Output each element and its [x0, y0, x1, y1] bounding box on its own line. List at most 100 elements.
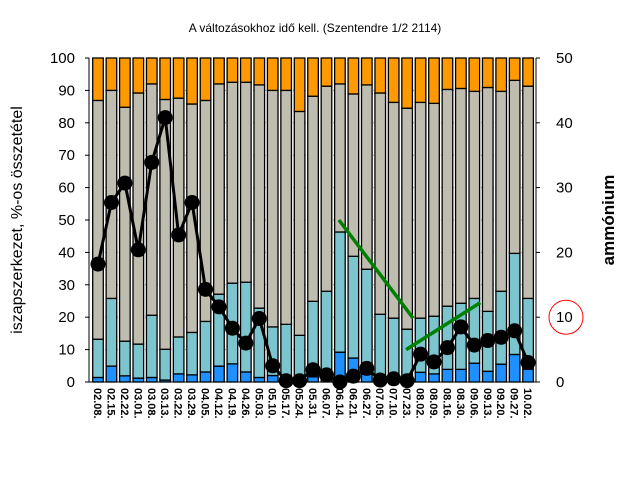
ammonium-point [413, 346, 429, 362]
bar-blue [172, 373, 185, 383]
bar-gray [145, 83, 158, 316]
ammonium-point [493, 329, 509, 345]
bar-gray [495, 90, 508, 292]
bar-orange [522, 57, 535, 87]
bar-gray [320, 85, 333, 292]
ammonium-point [117, 175, 133, 191]
bar-gray [333, 83, 346, 233]
x-tick-label: 03.29. [185, 388, 197, 419]
bar-gray [226, 81, 239, 284]
bar-blue [145, 376, 158, 383]
bar-teal [145, 314, 158, 379]
bar-blue [266, 374, 279, 383]
bar-blue [307, 376, 319, 383]
bar-orange [105, 57, 118, 92]
x-tick-label: 09.27. [508, 388, 520, 419]
bar-gray [118, 106, 131, 342]
bar-teal [159, 348, 172, 381]
x-tick-label: 10.02. [521, 388, 533, 419]
bar-orange [454, 57, 467, 90]
bar-gray [105, 89, 118, 300]
x-tick-label: 04.12. [212, 388, 224, 419]
chart-title: A változásokhoz idő kell. (Szentendre 1/… [189, 21, 442, 35]
x-tick-label: 07.23. [400, 388, 412, 419]
y2-tick-label: 0 [556, 374, 564, 391]
x-tick-label: 03.13. [158, 388, 170, 419]
bar-blue [92, 376, 104, 383]
bar-blue [199, 371, 212, 383]
bar-blue [226, 363, 239, 383]
x-tick-label: 05.31. [306, 388, 318, 419]
y-tick-label: 20 [58, 309, 75, 326]
bar-blue [508, 353, 521, 383]
y-tick-label: 50 [58, 212, 75, 229]
bar-gray [172, 97, 185, 338]
bar-teal [105, 297, 118, 367]
y-tick-label: 100 [50, 50, 75, 67]
ammonium-point [480, 333, 496, 349]
bar-teal [441, 305, 454, 371]
bar-orange [118, 57, 131, 108]
x-tick-label: 04.26. [239, 388, 251, 419]
bar-gray [401, 107, 414, 330]
x-tick-label: 02.22. [118, 388, 130, 419]
bar-teal [360, 268, 373, 375]
x-tick-label: 06.14. [333, 388, 345, 419]
ammonium-point [318, 367, 334, 383]
bar-gray [253, 84, 266, 309]
bar-teal [199, 320, 212, 373]
x-tick-label: 04.19. [225, 388, 237, 419]
bar-orange [226, 57, 239, 83]
bar-teal [132, 343, 145, 379]
ammonium-point [144, 154, 160, 170]
bar-orange [387, 57, 400, 104]
x-tick-label: 02.15. [104, 388, 116, 419]
bar-blue [428, 373, 440, 383]
bar-orange [333, 57, 346, 85]
ammonium-point [198, 281, 214, 297]
bar-teal [495, 290, 508, 365]
bar-gray [522, 85, 535, 300]
bar-orange [414, 57, 427, 104]
bar-teal [118, 340, 131, 377]
bar-gray [266, 89, 279, 328]
bar-blue [481, 370, 494, 383]
bar-orange [307, 57, 319, 97]
bar-blue [441, 368, 454, 383]
bar-blue [495, 363, 508, 383]
bar-orange [374, 57, 387, 94]
bar-blue [522, 368, 535, 383]
bar-orange [92, 57, 104, 102]
y2-tick-label: 10 [556, 309, 573, 326]
y-tick-label: 30 [58, 277, 75, 294]
x-tick-label: 09.20. [494, 388, 506, 419]
bar-blue [239, 371, 252, 383]
ammonium-point [292, 373, 308, 389]
bar-orange [213, 57, 225, 85]
ammonium-point [171, 227, 187, 243]
highlight-circle [548, 299, 584, 335]
bar-orange [280, 57, 293, 92]
bar-blue [105, 365, 118, 383]
x-tick-label: 08.16. [440, 388, 452, 419]
bar-teal [172, 336, 185, 375]
ammonium-point [507, 323, 523, 339]
ammonium-point [439, 340, 455, 356]
y-tick-label: 90 [58, 82, 75, 99]
trend-line [337, 218, 415, 320]
x-tick-label: 06.07. [319, 388, 331, 419]
bar-gray [468, 90, 481, 300]
bar-gray [307, 95, 319, 302]
ammonium-point [359, 360, 375, 376]
bar-orange [347, 57, 360, 95]
ammonium-point [453, 319, 469, 335]
bar-orange [199, 57, 212, 102]
x-tick-label: 05.24. [293, 388, 305, 419]
ammonium-point [90, 256, 106, 272]
bar-gray [428, 102, 440, 317]
ammonium-point [278, 373, 294, 389]
y-tick-label: 70 [58, 147, 75, 164]
bar-gray [92, 99, 104, 340]
bar-orange [293, 57, 306, 113]
bar-orange [508, 57, 521, 82]
